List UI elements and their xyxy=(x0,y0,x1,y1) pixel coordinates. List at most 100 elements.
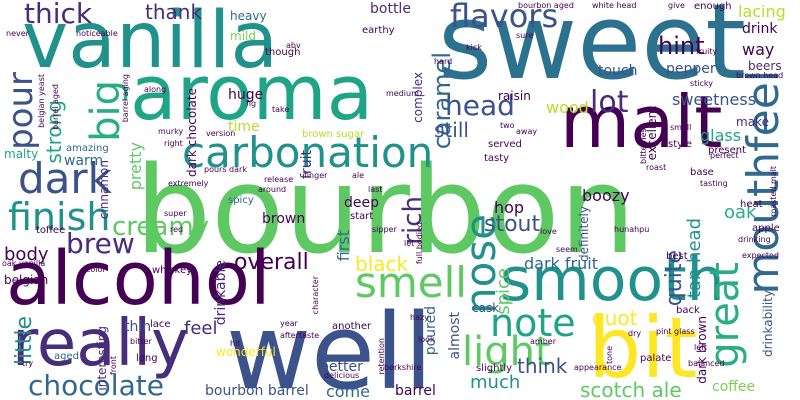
word-drinking: drinking xyxy=(738,235,771,244)
word-lacing: lacing xyxy=(738,2,786,21)
word-full-bodied: full bodied xyxy=(415,222,424,265)
word-present: present xyxy=(708,145,747,156)
word-vanilla: vanilla xyxy=(22,0,279,86)
word-pepper: pepper xyxy=(666,61,716,77)
word-sweetness: sweetness xyxy=(672,90,757,109)
word-alcohol: alcohol xyxy=(6,236,271,322)
word-small: small xyxy=(670,123,692,132)
word-beers: beers xyxy=(748,59,782,73)
word-barrel-aged: barrel aged xyxy=(51,84,60,130)
word-look: look xyxy=(418,335,435,344)
word-heat: heat xyxy=(740,199,763,210)
word-away: away xyxy=(516,127,538,136)
word-smell: smell xyxy=(355,258,467,307)
word-chocolate: chocolate xyxy=(28,369,164,400)
word-expected: expected xyxy=(742,251,780,260)
word-huge: huge xyxy=(228,87,264,103)
word-give: give xyxy=(668,1,685,10)
word-hint: hint xyxy=(658,32,705,60)
word-dark-fruit: dark fruit xyxy=(524,254,598,273)
word-come: come xyxy=(326,382,371,400)
word-whiskey: whiskey xyxy=(152,265,193,276)
word-version: version xyxy=(206,129,236,138)
word-thick: thick xyxy=(24,0,93,30)
word-let: let xyxy=(404,239,415,248)
word-apple: apple xyxy=(752,223,780,234)
word-color: color xyxy=(86,265,106,274)
word-bourbon: bourbon xyxy=(135,142,636,281)
word-lace: lace xyxy=(150,319,171,330)
word-finish: finish xyxy=(8,195,111,239)
word-belgian: belgian xyxy=(4,273,49,287)
word-super: super xyxy=(164,209,187,218)
word-really: really xyxy=(12,307,189,381)
word-glass: glass xyxy=(700,126,742,145)
word-heavy: heavy xyxy=(230,9,267,23)
word-pours-dark: pours dark xyxy=(204,165,247,174)
word-hit: hit xyxy=(230,339,241,348)
word-front: front xyxy=(109,356,118,376)
word-two: two xyxy=(500,121,515,130)
word-barrel-aging: barrel aging xyxy=(121,74,130,123)
word-release: release xyxy=(264,175,294,184)
word-murky: murky xyxy=(158,127,184,136)
word-brew: brew xyxy=(66,227,135,260)
word-interesting: interesting xyxy=(95,326,109,391)
word-dry: dry xyxy=(628,329,642,338)
word-year: year xyxy=(280,319,298,328)
word-malty: malty xyxy=(4,147,39,161)
word-though: though xyxy=(265,47,301,58)
word-best: best xyxy=(666,251,688,262)
word-boozy: boozy xyxy=(582,186,630,205)
word-time: time xyxy=(228,119,260,135)
word-oak: oak xyxy=(724,202,757,223)
word-feel: feel xyxy=(184,318,218,339)
word-thin: thin xyxy=(124,319,152,335)
word-spicy: spicy xyxy=(228,195,254,206)
word-extremely: extremely xyxy=(168,179,209,188)
word-sweet: sweet xyxy=(438,0,746,103)
word-red: red xyxy=(170,225,184,234)
word-drinkable: drinkable xyxy=(213,260,229,326)
word-tasty: tasty xyxy=(484,153,510,164)
word-berkshire: berkshire xyxy=(384,363,422,372)
word-way: way xyxy=(742,40,775,59)
word-earthy: earthy xyxy=(362,25,395,36)
word-left: left xyxy=(694,343,707,352)
word-around: around xyxy=(258,185,287,194)
word-brown-head: brown head xyxy=(736,71,784,80)
word-take: take xyxy=(272,105,290,114)
word-little: little xyxy=(12,316,37,366)
word-smooth: smooth xyxy=(500,245,725,315)
word-long: long xyxy=(136,353,158,364)
word-bourbon-barrel: bourbon barrel xyxy=(205,383,309,399)
word-finger: finger xyxy=(304,171,328,180)
word-drink: drink xyxy=(742,21,778,37)
word-try: try xyxy=(22,359,34,368)
word-appearance: appearance xyxy=(574,363,622,372)
word-white-head: white head xyxy=(592,1,637,10)
word-hazy: hazy xyxy=(410,313,429,322)
word-think: think xyxy=(517,354,568,378)
word-carbonation: carbonation xyxy=(182,128,434,177)
word-another: another xyxy=(332,321,372,332)
word-lot: lot xyxy=(590,85,629,120)
word-noticeable: noticeable xyxy=(76,29,118,38)
word-enough: enough xyxy=(694,1,732,12)
word-brown-sugar: brown sugar xyxy=(302,129,365,140)
word-start: start xyxy=(350,211,374,222)
word-character: character xyxy=(311,276,320,315)
word-hard: hard xyxy=(434,57,453,66)
word-delicious: delicious xyxy=(324,371,360,380)
word-never: never xyxy=(6,29,29,38)
word-raisin: raisin xyxy=(498,89,531,103)
word-flavors: flavors xyxy=(450,0,559,35)
word-malt: malt xyxy=(560,80,723,164)
word-drinkability: drinkability xyxy=(761,290,775,358)
word-quot: quot xyxy=(592,306,638,330)
word-bit: bit xyxy=(588,299,698,397)
word-barrel: barrel xyxy=(395,383,436,399)
word-pint-glass: pint glass xyxy=(656,327,695,336)
word-base: base xyxy=(690,167,714,178)
word-make: make xyxy=(736,115,769,129)
